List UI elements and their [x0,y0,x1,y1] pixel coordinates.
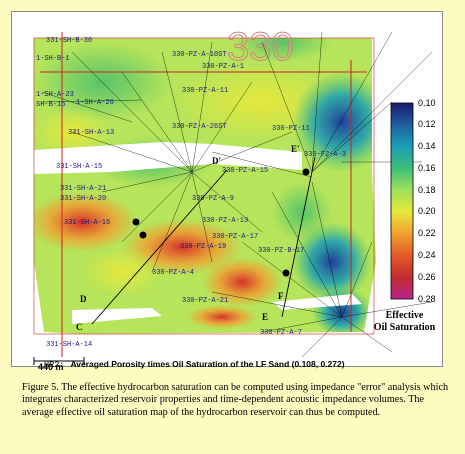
well-label: 330-PZ-A-4 [152,269,194,277]
well-label: 331-SH-A-16 [64,219,110,227]
section-letter-e-prime: E' [291,144,300,154]
well-label: 330-PZ-A-7 [260,329,302,337]
well-dot [139,231,147,239]
well-label: 1-SH-B-1 [36,55,70,63]
colorbar-fill [390,102,414,300]
section-letter-e: E [262,312,268,322]
well-trajectories [41,31,433,358]
well-label: 330-PZ-A-15 [222,167,268,175]
scale-label: 440 m [38,362,64,372]
colorbar [390,102,414,300]
colorbar-tick-label: 0.24 [418,249,436,260]
colorbar-tick-label: 0.16 [418,162,436,173]
well-label: 330-PZ-A-17 [212,233,258,241]
cross-section-lines [91,156,316,325]
map-footer-code: HR2: [44,360,65,370]
well-label: 330-PZ-A-19 [180,243,226,251]
colorbar-tick-label: 0.28 [418,293,436,304]
saturation-map: 330 [33,25,433,365]
map-footer-text: Averaged Porosity times Oil Saturation o… [70,359,345,369]
well-label: 330-PZ-A-1 [202,63,244,71]
well-label: 330-PZ-11 [272,125,310,133]
map-panel: 330 [11,11,443,370]
section-letter-c: C [76,322,83,332]
colorbar-tick-label: 0.20 [418,206,436,217]
well-label: SH-B-15 [36,101,65,109]
map-footer: HR2: Averaged Porosity times Oil Saturat… [44,359,345,370]
well-label: 330-PZ-A-26ST [172,123,227,131]
well-label: 331-SH-A-15 [56,163,102,171]
block-number-outline: 330 [227,25,294,69]
well-label: 331-SH-A-20 [60,195,106,203]
legend-title: Effective Oil Saturation [362,310,447,334]
section-letters: C D E F D' E' [76,144,300,332]
well-label: 1-SH-A-23 [36,91,74,99]
well-label: 330-F2-A-3 [304,151,346,159]
legend-title-line2: Oil Saturation [373,322,436,333]
colorbar-tick-label: 0.22 [418,228,436,239]
well-label: 330-PZ-A-11 [182,87,228,95]
well-label: 1-SH-A-26 [76,99,114,107]
figure-caption: Figure 5. The effective hydrocarbon satu… [22,382,449,418]
colorbar-tick-label: 0.12 [418,119,436,130]
colorbar-tick-label: 0.26 [418,271,436,282]
colorbar-legend: 0.10 0.12 0.14 0.16 0.18 0.20 0.22 0.24 0.26 0.28 [390,97,442,342]
well-label: 330-PZ-A-13 [202,217,248,225]
well-label: 331-SH-A-14 [46,341,92,349]
well-label: 330-PZ-B-17 [258,247,304,255]
colorbar-tick-label: 0.14 [418,141,436,152]
colorbar-tick-label: 0.18 [418,184,436,195]
well-label: 331-SH-A-13 [68,129,114,137]
legend-title-line1: Effective [385,310,424,321]
well-label: 331-SH-B-30 [46,37,92,45]
well-label-layer: 331-SH-B-30 1-SH-B-1 330-PZ-A-10ST 330-P… [36,37,346,349]
section-well-dots [132,168,310,277]
section-letter-d-prime: D' [212,156,221,166]
section-letter-f: F [278,291,284,301]
well-dot [282,269,290,277]
survey-boundary [33,32,375,357]
section-letter-d: D [80,294,87,304]
colorbar-tick-label: 0.10 [418,97,436,108]
well-label: 330-PZ-A-9 [192,195,234,203]
well-dot [302,168,310,176]
well-dot [132,218,140,226]
scale-bar [33,357,85,365]
well-label: 330-PZ-A-10ST [172,51,227,59]
well-label: 331-SH-A-21 [60,185,106,193]
well-label: 330-PZ-A-21 [182,297,228,305]
